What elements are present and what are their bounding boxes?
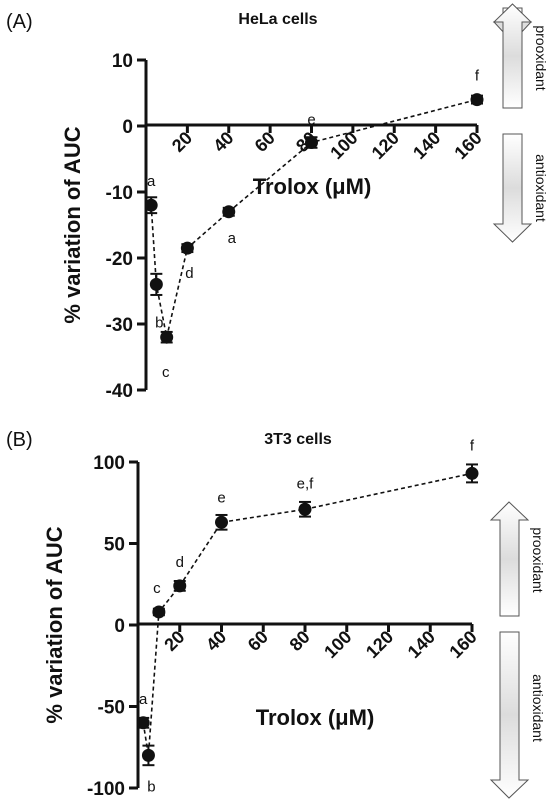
x-tick-label: 20 bbox=[168, 128, 196, 156]
panel-a-side-arrows: prooxidant antioxidant bbox=[492, 3, 549, 243]
significance-letter: c bbox=[162, 364, 170, 381]
panel-b-prooxidant-label: prooxidant bbox=[530, 527, 546, 592]
y-tick-label: -20 bbox=[106, 249, 133, 270]
data-point bbox=[305, 136, 318, 149]
data-point bbox=[465, 466, 479, 480]
x-tick-label: 40 bbox=[202, 627, 230, 655]
data-point bbox=[222, 205, 236, 219]
significance-letter: f bbox=[475, 68, 480, 85]
significance-letter: f bbox=[470, 437, 475, 454]
y-tick-label: 0 bbox=[122, 117, 133, 138]
x-tick-label: 60 bbox=[251, 128, 279, 156]
x-tick-label: 20 bbox=[160, 627, 188, 655]
x-tick-label: 140 bbox=[409, 128, 444, 163]
x-tick-label: 160 bbox=[445, 627, 480, 662]
panel-a-series: a b c d a e f bbox=[144, 68, 484, 381]
y-tick-label: -30 bbox=[106, 315, 133, 336]
panel-b: (B) 3T3 cells % variation of AUC Trolox … bbox=[6, 429, 546, 800]
panel-b-up-arrow bbox=[489, 501, 530, 617]
data-point bbox=[470, 93, 484, 107]
panel-b-side-arrows: prooxidant antioxidant bbox=[489, 501, 546, 799]
data-point bbox=[136, 716, 150, 730]
significance-letter: c bbox=[153, 580, 161, 597]
x-tick-label: 120 bbox=[368, 128, 403, 163]
x-tick-label: 120 bbox=[362, 627, 397, 662]
panel-b-y-ticks: 100 50 0 -50 -100 bbox=[87, 453, 138, 800]
significance-letter: e bbox=[217, 489, 225, 506]
panel-a-up-arrow bbox=[492, 3, 533, 109]
y-tick-label: 100 bbox=[93, 453, 125, 474]
y-tick-label: 0 bbox=[114, 616, 125, 637]
y-tick-label: -50 bbox=[98, 698, 125, 719]
panel-a-prooxidant-label: prooxidant bbox=[533, 25, 549, 90]
significance-letter: a bbox=[139, 691, 148, 708]
significance-letter: a bbox=[147, 173, 156, 190]
panel-a-title: HeLa cells bbox=[238, 11, 317, 28]
significance-letter: b bbox=[155, 314, 163, 331]
panel-a-label: (A) bbox=[6, 11, 33, 33]
x-tick-label: 80 bbox=[286, 627, 314, 655]
x-tick-label: 60 bbox=[244, 627, 272, 655]
data-point bbox=[180, 241, 194, 255]
panel-b-x-ticks: 20 40 60 80 100 120 140 160 bbox=[160, 624, 481, 662]
panel-a-antioxidant-label: antioxidant bbox=[533, 154, 549, 222]
significance-letter: e bbox=[307, 112, 315, 129]
x-tick-label: 160 bbox=[450, 128, 485, 163]
data-point bbox=[149, 277, 163, 291]
panel-b-series: a b cd e e,f f bbox=[136, 437, 479, 795]
y-tick-label: -10 bbox=[106, 183, 133, 204]
data-point bbox=[144, 198, 158, 212]
significance-letter: b bbox=[147, 778, 155, 795]
panel-b-antioxidant-label: antioxidant bbox=[530, 674, 546, 742]
panel-a-x-axis-title: Trolox (μM) bbox=[253, 174, 372, 199]
data-point bbox=[173, 579, 187, 593]
data-point bbox=[298, 502, 312, 516]
y-tick-label: 50 bbox=[104, 535, 125, 556]
data-point bbox=[160, 330, 174, 344]
significance-letter: e,f bbox=[297, 475, 315, 492]
panel-a-y-axis-title: % variation of AUC bbox=[60, 126, 85, 323]
panel-b-down-arrow bbox=[489, 631, 530, 799]
x-tick-label: 100 bbox=[326, 128, 361, 163]
panel-a: (A) HeLa cells % variation of AUC Trolox… bbox=[6, 3, 549, 402]
data-point bbox=[152, 605, 166, 619]
x-tick-label: 100 bbox=[320, 627, 355, 662]
panel-b-title: 3T3 cells bbox=[264, 431, 332, 448]
panel-b-x-axis-title: Trolox (μM) bbox=[256, 705, 375, 730]
y-tick-label: -100 bbox=[87, 779, 125, 800]
panel-b-y-axis-title: % variation of AUC bbox=[42, 526, 67, 723]
y-tick-label: -40 bbox=[106, 381, 133, 402]
significance-letter: d bbox=[185, 265, 193, 282]
data-point bbox=[215, 515, 228, 529]
panel-a-y-ticks: 10 0 -10 -20 -30 -40 bbox=[106, 51, 146, 402]
panel-a-down-arrow bbox=[492, 133, 533, 243]
significance-letter: d bbox=[176, 554, 184, 571]
x-tick-label: 40 bbox=[209, 128, 237, 156]
x-tick-label: 140 bbox=[404, 627, 439, 662]
y-tick-label: 10 bbox=[112, 51, 133, 72]
panel-b-label: (B) bbox=[6, 429, 33, 451]
significance-letter: a bbox=[228, 230, 237, 247]
data-point bbox=[141, 748, 155, 762]
